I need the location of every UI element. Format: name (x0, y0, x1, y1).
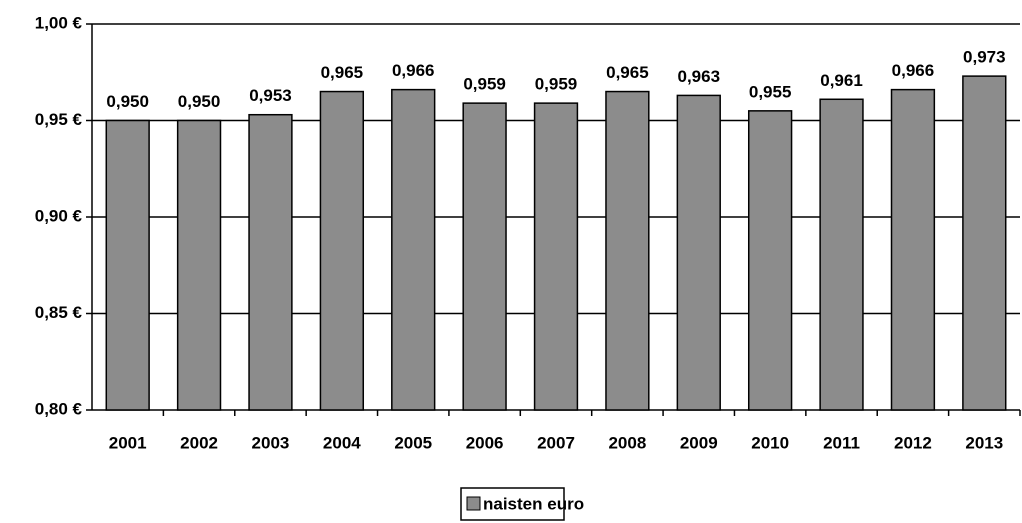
bar (248, 113, 293, 411)
x-tick-label: 2009 (680, 433, 718, 452)
bar (676, 94, 721, 411)
x-tick-label: 2006 (466, 433, 504, 452)
value-label: 0,973 (963, 48, 1006, 67)
x-tick-label: 2007 (537, 433, 575, 452)
x-tick-label: 2010 (751, 433, 789, 452)
x-tick-label: 2012 (894, 433, 932, 452)
bar (605, 90, 650, 411)
value-label: 0,955 (749, 82, 792, 101)
bar (319, 90, 365, 411)
y-tick-label: 0,95 € (35, 110, 83, 129)
bar (962, 75, 1007, 411)
value-label: 0,959 (535, 75, 578, 94)
value-label: 0,966 (892, 61, 935, 80)
x-tick-label: 2004 (323, 433, 361, 452)
bar (533, 102, 579, 411)
bar (462, 102, 507, 411)
bar (391, 88, 436, 411)
x-tick-label: 2013 (965, 433, 1003, 452)
value-label: 0,959 (463, 75, 506, 94)
bar (890, 88, 936, 411)
bar (105, 119, 150, 411)
value-label: 0,950 (178, 92, 221, 111)
y-tick-label: 1,00 € (35, 13, 83, 32)
y-tick-label: 0,80 € (35, 399, 83, 418)
value-label: 0,965 (606, 63, 649, 82)
value-label: 0,950 (106, 92, 149, 111)
x-tick-label: 2005 (394, 433, 432, 452)
x-tick-label: 2003 (252, 433, 290, 452)
value-label: 0,966 (392, 61, 435, 80)
value-label: 0,965 (321, 63, 364, 82)
value-label: 0,961 (820, 71, 863, 90)
value-label: 0,963 (677, 67, 720, 86)
x-tick-label: 2002 (180, 433, 218, 452)
x-tick-label: 2008 (608, 433, 646, 452)
bar (819, 98, 864, 411)
legend-swatch (466, 496, 481, 511)
bar (747, 110, 793, 411)
x-tick-label: 2011 (823, 433, 860, 452)
value-label: 0,953 (249, 86, 292, 105)
y-tick-label: 0,90 € (35, 206, 83, 225)
bar (176, 119, 222, 411)
x-tick-label: 2001 (109, 433, 147, 452)
legend-label: naisten euro (483, 494, 584, 513)
y-tick-label: 0,85 € (35, 303, 83, 322)
